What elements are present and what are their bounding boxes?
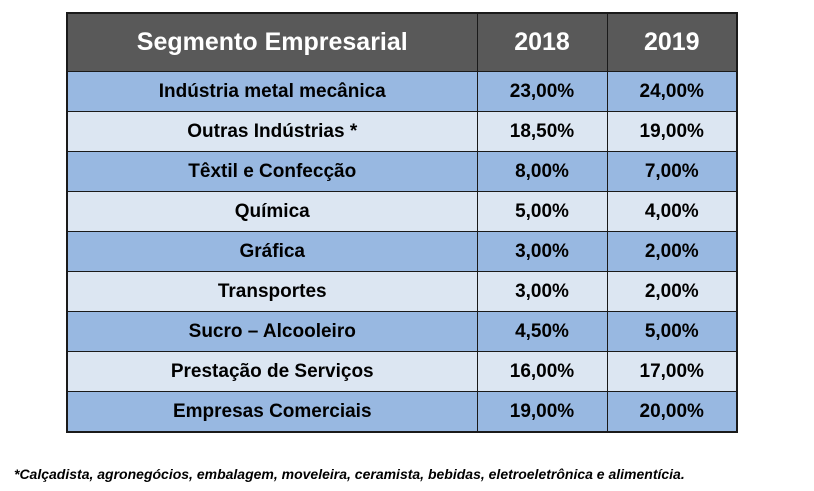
segment-cell: Química [66,191,478,232]
value-2019-cell: 2,00% [606,271,738,312]
value-2019-cell: 20,00% [606,391,738,433]
segment-cell: Outras Indústrias * [66,111,478,152]
value-2019-cell: 7,00% [606,151,738,192]
table-row: Gráfica 3,00% 2,00% [66,231,738,272]
value-2018-cell: 19,00% [476,391,608,433]
value-2019-cell: 19,00% [606,111,738,152]
table-header-row: Segmento Empresarial 2018 2019 [66,12,738,72]
segment-cell: Prestação de Serviços [66,351,478,392]
value-2019-cell: 2,00% [606,231,738,272]
value-2019-cell: 24,00% [606,71,738,112]
value-2018-cell: 4,50% [476,311,608,352]
segment-cell: Empresas Comerciais [66,391,478,433]
table-row: Outras Indústrias * 18,50% 19,00% [66,111,738,152]
value-2018-cell: 8,00% [476,151,608,192]
value-2019-cell: 17,00% [606,351,738,392]
table-row: Sucro – Alcooleiro 4,50% 5,00% [66,311,738,352]
table-row: Indústria metal mecânica 23,00% 24,00% [66,71,738,112]
table-row: Prestação de Serviços 16,00% 17,00% [66,351,738,392]
header-2018: 2018 [476,12,608,72]
header-segment: Segmento Empresarial [66,12,478,72]
table-row: Química 5,00% 4,00% [66,191,738,232]
segment-cell: Indústria metal mecânica [66,71,478,112]
value-2018-cell: 3,00% [476,271,608,312]
value-2018-cell: 16,00% [476,351,608,392]
segment-cell: Sucro – Alcooleiro [66,311,478,352]
value-2019-cell: 5,00% [606,311,738,352]
header-2019: 2019 [606,12,738,72]
value-2018-cell: 5,00% [476,191,608,232]
value-2018-cell: 23,00% [476,71,608,112]
segment-cell: Transportes [66,271,478,312]
segment-table: Segmento Empresarial 2018 2019 Indústria… [66,12,738,433]
footnote: *Calçadista, agronegócios, embalagem, mo… [14,466,685,482]
value-2019-cell: 4,00% [606,191,738,232]
segment-cell: Têxtil e Confecção [66,151,478,192]
table-row: Empresas Comerciais 19,00% 20,00% [66,391,738,433]
table-row: Têxtil e Confecção 8,00% 7,00% [66,151,738,192]
value-2018-cell: 18,50% [476,111,608,152]
segment-cell: Gráfica [66,231,478,272]
value-2018-cell: 3,00% [476,231,608,272]
table-row: Transportes 3,00% 2,00% [66,271,738,312]
